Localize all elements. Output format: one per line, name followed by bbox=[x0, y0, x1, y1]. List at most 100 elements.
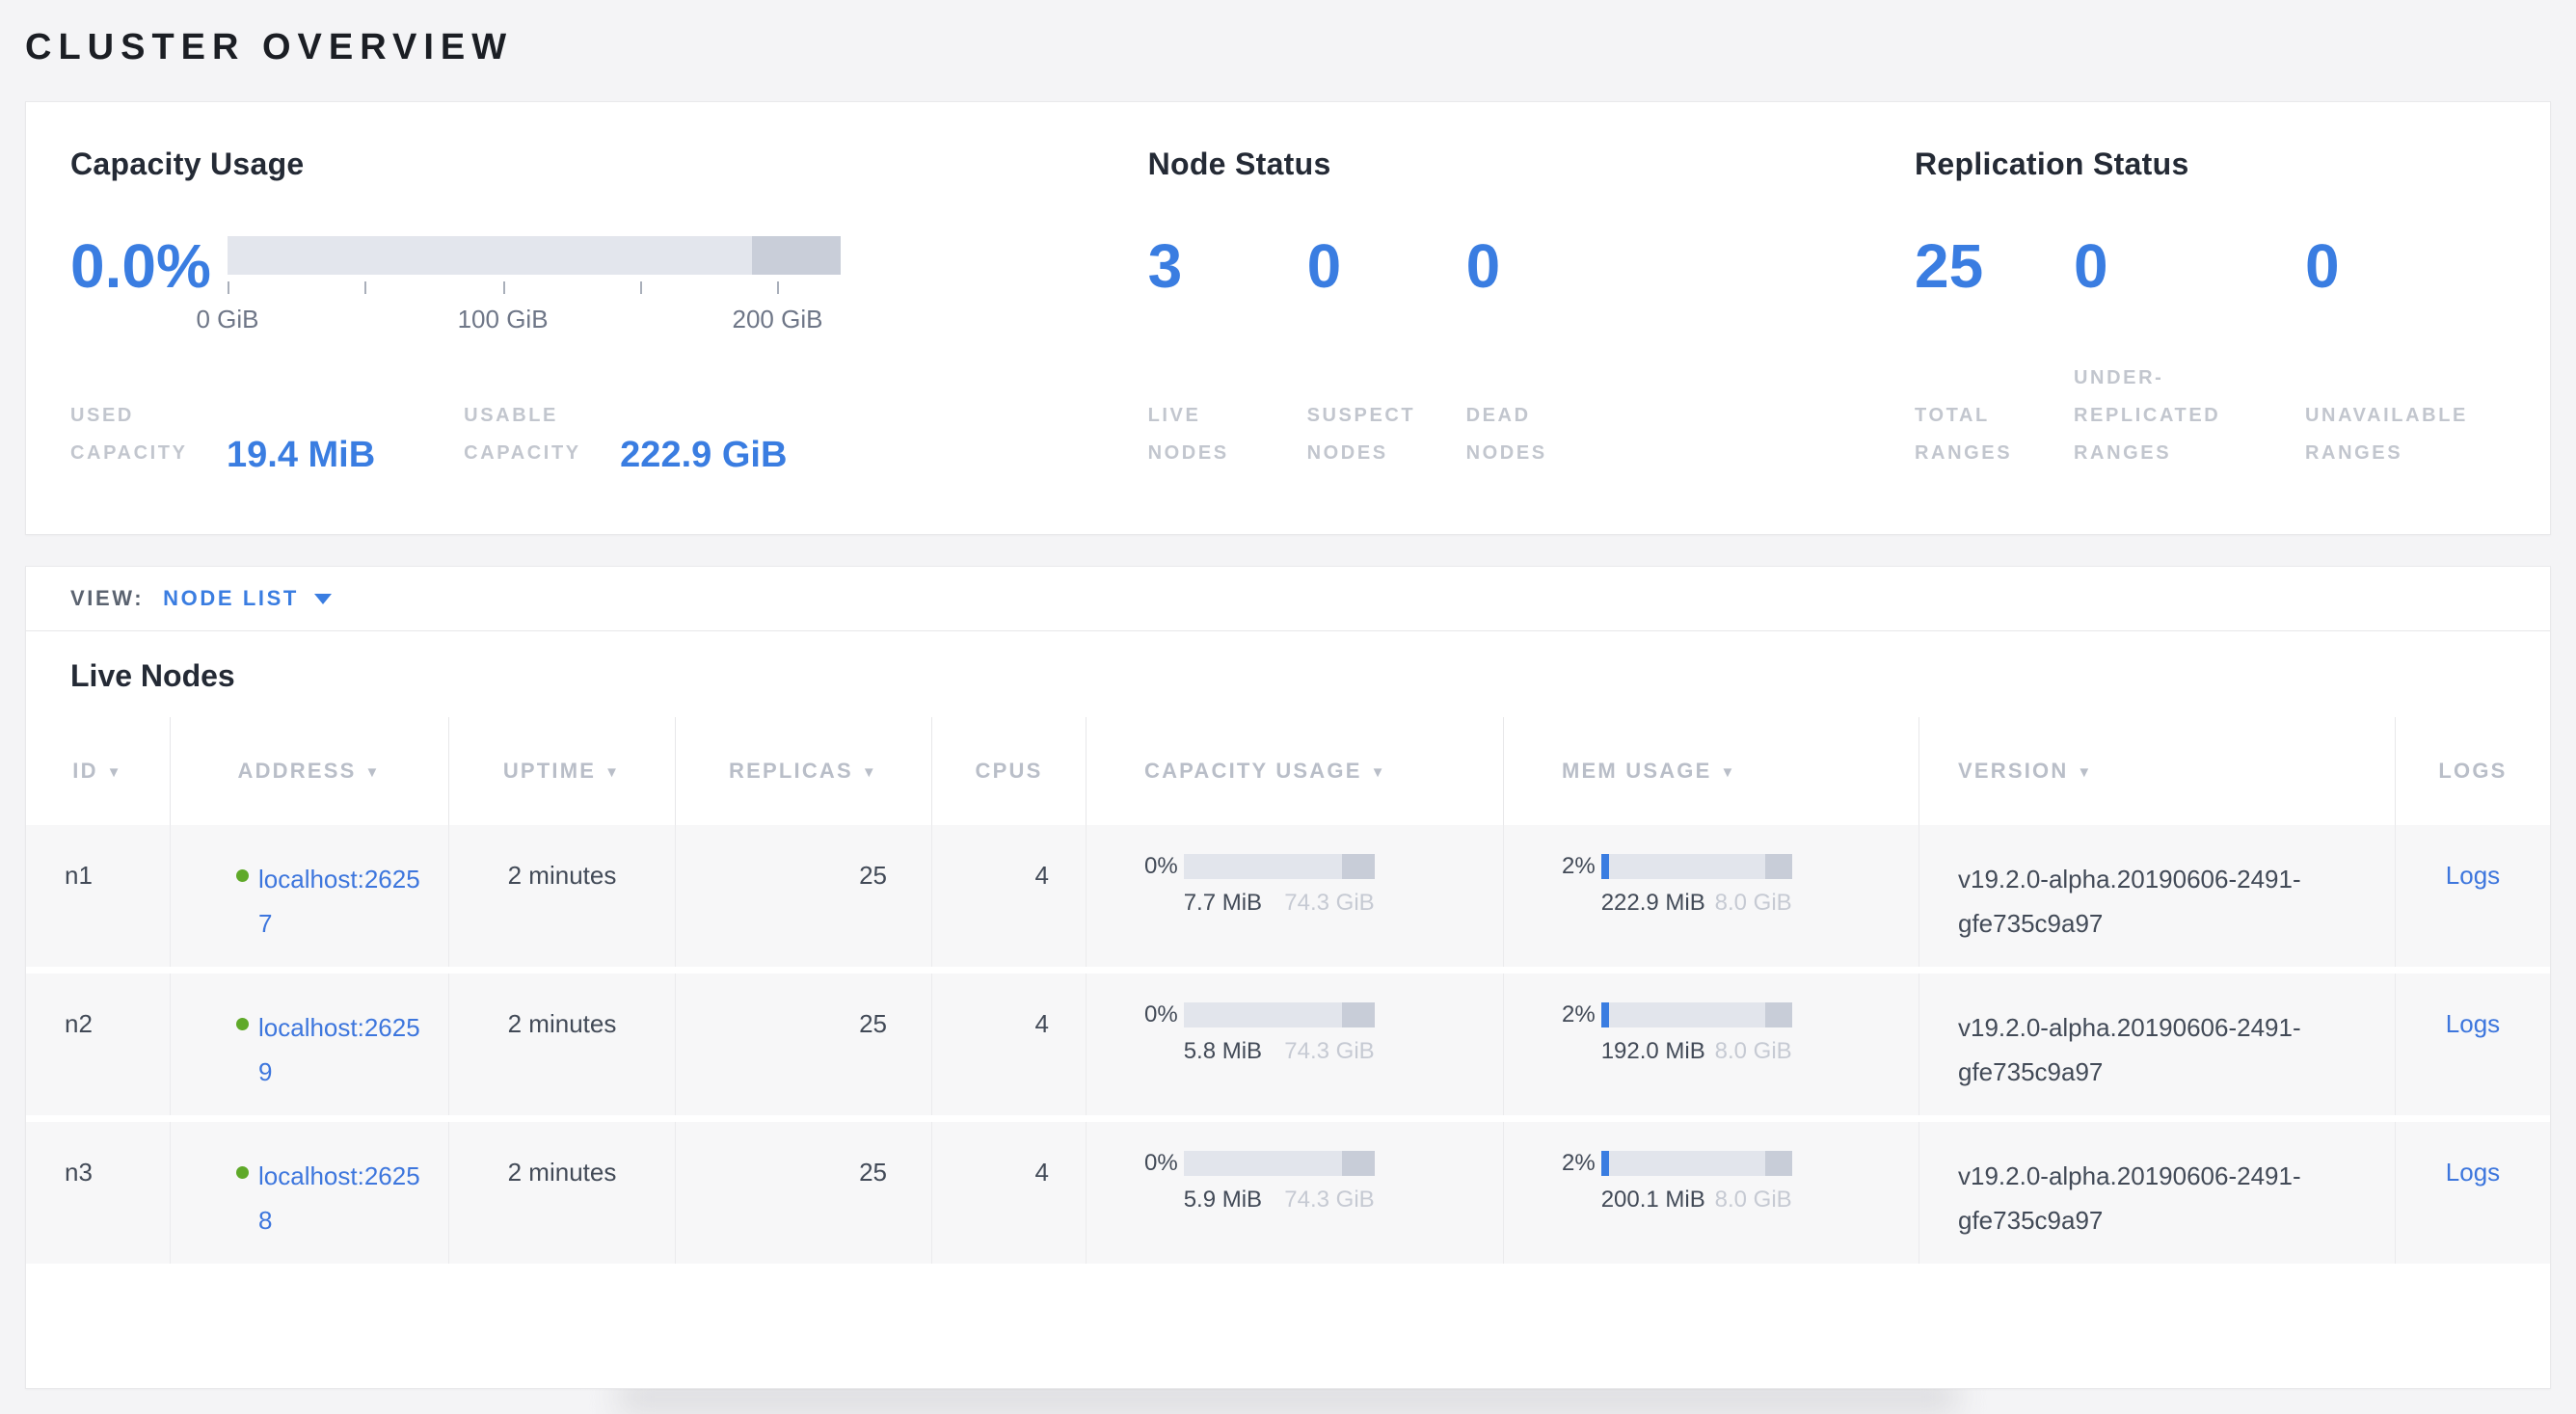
mem-free-segment bbox=[1608, 1151, 1765, 1176]
mem-total-value: 8.0 GiB bbox=[1714, 1187, 1792, 1213]
node-cpus: 4 bbox=[932, 825, 1087, 967]
table-row: n2 localhost:26259 2 minutes 25 4 0% 5.8… bbox=[26, 974, 2550, 1115]
column-header-address[interactable]: ADDRESS bbox=[171, 717, 449, 825]
mem-percent: 2% bbox=[1562, 853, 1596, 879]
node-version-cell: v19.2.0-alpha.20190606-2491-gfe735c9a97 bbox=[1919, 1122, 2396, 1264]
unavailable-ranges-label: UNAVAILABLE RANGES bbox=[2305, 405, 2468, 464]
node-id: n3 bbox=[26, 1122, 171, 1264]
page-title: CLUSTER OVERVIEW bbox=[25, 27, 514, 67]
mem-total-value: 8.0 GiB bbox=[1714, 1038, 1792, 1064]
logs-cell: Logs bbox=[2396, 825, 2550, 967]
node-version-cell: v19.2.0-alpha.20190606-2491-gfe735c9a97 bbox=[1919, 974, 2396, 1115]
axis-tick bbox=[777, 281, 780, 294]
mem-reserved-segment bbox=[1764, 1151, 1792, 1176]
capacity-axis: 0 GiB 100 GiB 200 GiB bbox=[196, 281, 841, 339]
capacity-free-segment bbox=[1183, 1151, 1343, 1176]
capacity-mini-bar bbox=[1183, 854, 1375, 879]
live-nodes-label: LIVE NODES bbox=[1147, 405, 1229, 464]
column-header-uptime[interactable]: UPTIME bbox=[449, 717, 676, 825]
capacity-usage-section: Capacity Usage 0.0% 0 GiB 100 GiB 200 GiB … bbox=[70, 147, 1148, 475]
node-replicas: 25 bbox=[676, 1122, 932, 1264]
used-capacity-stat: USED CAPACITY 19.4 MiB bbox=[70, 397, 375, 475]
capacity-used-percent: 0.0% bbox=[70, 231, 211, 301]
node-status-section: Node Status 3 0 0 LIVE NODES SUSPECT NOD… bbox=[1148, 147, 1915, 472]
capacity-percent: 0% bbox=[1144, 853, 1178, 879]
mem-used-value: 192.0 MiB bbox=[1600, 1038, 1705, 1064]
column-header-capacity-usage[interactable]: CAPACITY USAGE bbox=[1087, 717, 1504, 825]
mem-mini-bar bbox=[1600, 1151, 1792, 1176]
mem-used-value: 222.9 MiB bbox=[1600, 890, 1705, 916]
logs-link[interactable]: Logs bbox=[2445, 861, 2501, 890]
node-address-cell: localhost:26258 bbox=[171, 1122, 449, 1264]
capacity-bar bbox=[228, 236, 841, 275]
axis-tick bbox=[640, 281, 643, 294]
node-replicas: 25 bbox=[676, 825, 932, 967]
mem-used-chip bbox=[1600, 854, 1609, 879]
axis-tick bbox=[502, 281, 505, 294]
live-nodes-count: 3 bbox=[1147, 231, 1183, 301]
capacity-percent: 0% bbox=[1144, 1001, 1178, 1027]
logs-link[interactable]: Logs bbox=[2445, 1009, 2501, 1038]
replication-status-title: Replication Status bbox=[1915, 147, 2189, 181]
node-address-link[interactable]: localhost:26259 bbox=[258, 1013, 420, 1086]
view-bar: VIEW: NODE LIST bbox=[26, 567, 2550, 631]
capacity-bar-usable-segment bbox=[228, 236, 752, 275]
capacity-free-segment bbox=[1183, 854, 1343, 879]
axis-tick-label: 200 GiB bbox=[732, 305, 823, 333]
axis-tick bbox=[364, 281, 367, 294]
logs-cell: Logs bbox=[2396, 1122, 2550, 1264]
node-uptime: 2 minutes bbox=[449, 1122, 676, 1264]
column-header-id[interactable]: ID bbox=[26, 717, 171, 825]
node-list-dropdown-value: NODE LIST bbox=[163, 586, 299, 610]
mem-usage-cell: 2% 192.0 MiB 8.0 GiB bbox=[1504, 974, 1919, 1115]
node-address-cell: localhost:26257 bbox=[171, 825, 449, 967]
usable-capacity-label: USABLE CAPACITY bbox=[464, 405, 581, 464]
column-header-mem-usage[interactable]: MEM USAGE bbox=[1504, 717, 1919, 825]
capacity-reserved-segment bbox=[1342, 854, 1375, 879]
capacity-mini-bar bbox=[1183, 1002, 1375, 1027]
capacity-usage-cell: 0% 7.7 MiB 74.3 GiB bbox=[1087, 825, 1504, 967]
capacity-mini-bar bbox=[1183, 1151, 1375, 1176]
capacity-percent: 0% bbox=[1144, 1150, 1178, 1176]
capacity-used-value: 5.8 MiB bbox=[1183, 1038, 1263, 1064]
axis-tick-label: 0 GiB bbox=[196, 305, 259, 333]
axis-tick-label: 100 GiB bbox=[457, 305, 549, 333]
replication-status-section: Replication Status 25 0 0 TOTAL RANGES U… bbox=[1915, 147, 2506, 472]
table-row: n3 localhost:26258 2 minutes 25 4 0% 5.9… bbox=[26, 1122, 2550, 1264]
capacity-used-value: 5.9 MiB bbox=[1183, 1187, 1263, 1213]
mem-used-chip bbox=[1600, 1002, 1609, 1027]
node-cpus: 4 bbox=[932, 974, 1087, 1115]
capacity-total-value: 74.3 GiB bbox=[1284, 890, 1375, 916]
view-label: VIEW: bbox=[70, 586, 145, 610]
capacity-usage-cell: 0% 5.8 MiB 74.3 GiB bbox=[1087, 974, 1504, 1115]
node-address-link[interactable]: localhost:26257 bbox=[258, 865, 420, 938]
column-header-replicas[interactable]: REPLICAS bbox=[676, 717, 932, 825]
capacity-reserved-segment bbox=[1342, 1002, 1375, 1027]
node-status-title: Node Status bbox=[1147, 147, 1331, 181]
mem-free-segment bbox=[1608, 854, 1765, 879]
live-nodes-table: ID ADDRESS UPTIME REPLICAS CPUS CAPACITY… bbox=[26, 717, 2550, 1264]
capacity-usage-cell: 0% 5.9 MiB 74.3 GiB bbox=[1087, 1122, 1504, 1264]
dead-nodes-count: 0 bbox=[1465, 231, 1501, 301]
node-version: v19.2.0-alpha.20190606-2491-gfe735c9a97 bbox=[1958, 865, 2301, 938]
capacity-free-segment bbox=[1183, 1002, 1343, 1027]
capacity-used-value: 7.7 MiB bbox=[1183, 890, 1263, 916]
logs-link[interactable]: Logs bbox=[2445, 1158, 2501, 1187]
total-ranges-label: TOTAL RANGES bbox=[1915, 405, 2013, 464]
column-header-version[interactable]: VERSION bbox=[1919, 717, 2396, 825]
capacity-total-value: 74.3 GiB bbox=[1284, 1187, 1375, 1213]
node-version: v19.2.0-alpha.20190606-2491-gfe735c9a97 bbox=[1958, 1013, 2301, 1086]
suspect-nodes-label: SUSPECT NODES bbox=[1306, 405, 1416, 464]
column-header-logs: LOGS bbox=[2438, 759, 2508, 783]
axis-tick bbox=[228, 281, 229, 294]
usable-capacity-stat: USABLE CAPACITY 222.9 GiB bbox=[464, 397, 787, 475]
node-list-dropdown[interactable]: NODE LIST bbox=[163, 586, 332, 611]
usable-capacity-value: 222.9 GiB bbox=[620, 435, 788, 475]
used-capacity-value: 19.4 MiB bbox=[227, 435, 376, 475]
chevron-down-icon bbox=[313, 593, 332, 604]
node-address-cell: localhost:26259 bbox=[171, 974, 449, 1115]
node-address-link[interactable]: localhost:26258 bbox=[258, 1161, 420, 1235]
under-replicated-ranges-count: 0 bbox=[2074, 231, 2108, 301]
live-status-dot-icon bbox=[236, 1018, 249, 1030]
table-row: n1 localhost:26257 2 minutes 25 4 0% 7.7… bbox=[26, 825, 2550, 967]
